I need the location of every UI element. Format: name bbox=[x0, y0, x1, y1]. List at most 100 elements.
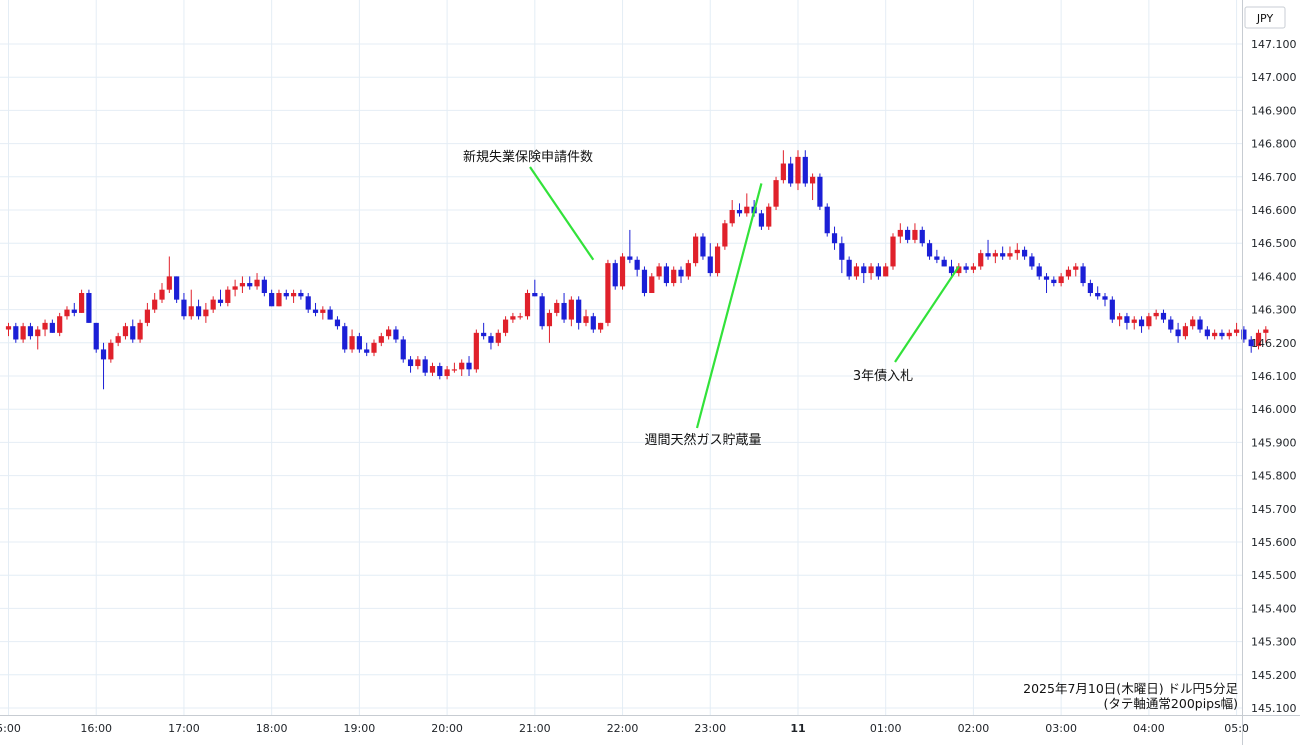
candle-body bbox=[210, 299, 216, 310]
currency-label[interactable]: JPY bbox=[1244, 6, 1286, 29]
candle-body bbox=[20, 326, 26, 340]
candle-down bbox=[926, 239, 933, 260]
candle-body bbox=[393, 329, 399, 340]
candle-body bbox=[1263, 329, 1269, 333]
candle-body bbox=[378, 336, 384, 343]
y-tick-label: 146.000 bbox=[1251, 403, 1297, 416]
candle-up bbox=[1146, 312, 1152, 330]
candle-body bbox=[1182, 326, 1189, 337]
candle-body bbox=[912, 229, 918, 240]
candle-down bbox=[1029, 253, 1035, 270]
candle-up bbox=[649, 273, 655, 293]
candle-body bbox=[583, 316, 589, 323]
candle-down bbox=[49, 319, 55, 333]
candle-up bbox=[115, 332, 121, 347]
candle-down bbox=[1219, 329, 1225, 340]
candle-body bbox=[188, 306, 194, 317]
candle-body bbox=[320, 309, 326, 313]
candle-down bbox=[1160, 309, 1167, 323]
candle-body bbox=[122, 326, 129, 337]
candle-down bbox=[919, 226, 925, 247]
candle-up bbox=[122, 322, 129, 340]
candle-down bbox=[1168, 316, 1174, 333]
candle-down bbox=[27, 322, 34, 340]
candle-body bbox=[554, 302, 560, 313]
candle-body bbox=[444, 369, 450, 376]
candle-down bbox=[283, 289, 289, 300]
candle-body bbox=[64, 309, 70, 317]
candle-body bbox=[1219, 332, 1225, 337]
candle-up bbox=[524, 289, 531, 320]
candle-up bbox=[1263, 326, 1269, 343]
candle-up bbox=[225, 286, 231, 307]
x-tick-label: 16:00 bbox=[80, 722, 112, 735]
y-tick-label: 145.900 bbox=[1251, 436, 1297, 449]
candle-down bbox=[1043, 273, 1050, 293]
candle-down bbox=[174, 276, 180, 303]
candle-up bbox=[795, 150, 801, 191]
x-tick-label: 22:00 bbox=[607, 722, 639, 735]
candle-body bbox=[510, 316, 516, 320]
y-tick-label: 145.300 bbox=[1251, 636, 1297, 649]
candle-down bbox=[941, 256, 947, 267]
candle-body bbox=[532, 293, 538, 297]
grid bbox=[0, 0, 1242, 715]
candle-down bbox=[305, 293, 311, 313]
candle-up bbox=[232, 279, 238, 297]
candle-body bbox=[1065, 269, 1072, 277]
candle-body bbox=[13, 326, 19, 340]
candle-down bbox=[1175, 322, 1181, 343]
candle-body bbox=[1190, 319, 1196, 327]
candle-body bbox=[1175, 329, 1181, 337]
candle-body bbox=[283, 293, 289, 297]
candle-down bbox=[71, 302, 77, 317]
candle-body bbox=[137, 322, 143, 340]
candle-body bbox=[459, 362, 465, 370]
candle-down bbox=[1138, 316, 1145, 333]
candle-down bbox=[1095, 286, 1101, 300]
candle-down bbox=[561, 293, 567, 323]
candle-body bbox=[79, 293, 85, 313]
candle-body bbox=[364, 349, 370, 353]
y-tick-label: 146.500 bbox=[1251, 237, 1297, 250]
y-tick-label: 145.800 bbox=[1251, 470, 1297, 483]
candle-body bbox=[1095, 293, 1101, 297]
candle-up bbox=[766, 203, 772, 230]
candle-body bbox=[247, 283, 253, 287]
candle-body bbox=[883, 266, 889, 277]
candle-body bbox=[714, 246, 721, 274]
candle-down bbox=[839, 236, 845, 274]
y-tick-label: 146.600 bbox=[1251, 204, 1297, 217]
candle-up bbox=[188, 289, 194, 320]
candle-up bbox=[108, 339, 114, 363]
x-tick-label: 11 bbox=[790, 722, 805, 735]
candle-body bbox=[722, 223, 728, 247]
candle-body bbox=[612, 263, 618, 287]
candle-body bbox=[502, 319, 509, 333]
candle-up bbox=[685, 259, 691, 280]
candle-body bbox=[941, 259, 947, 267]
candle-up bbox=[320, 306, 326, 320]
candle-body bbox=[817, 176, 823, 207]
candle-body bbox=[1117, 316, 1123, 320]
candle-down bbox=[641, 266, 648, 297]
candle-body bbox=[649, 276, 655, 293]
candle-down bbox=[788, 156, 794, 187]
candle-down bbox=[736, 203, 743, 217]
candle-down bbox=[488, 332, 494, 350]
candle-body bbox=[239, 283, 246, 287]
candle-up bbox=[502, 316, 509, 337]
candle-body bbox=[495, 332, 501, 343]
candle-body bbox=[407, 359, 414, 367]
candle-body bbox=[619, 256, 626, 287]
candle-down bbox=[532, 279, 538, 297]
candle-up bbox=[239, 276, 246, 293]
x-tick-label: 05:0 bbox=[1224, 722, 1249, 735]
candle-body bbox=[802, 156, 808, 184]
candle-body bbox=[729, 210, 735, 224]
candle-body bbox=[897, 229, 903, 237]
candle-down bbox=[934, 249, 940, 264]
candle-down bbox=[217, 289, 224, 307]
candle-body bbox=[254, 279, 260, 287]
candle-body bbox=[1131, 319, 1137, 323]
